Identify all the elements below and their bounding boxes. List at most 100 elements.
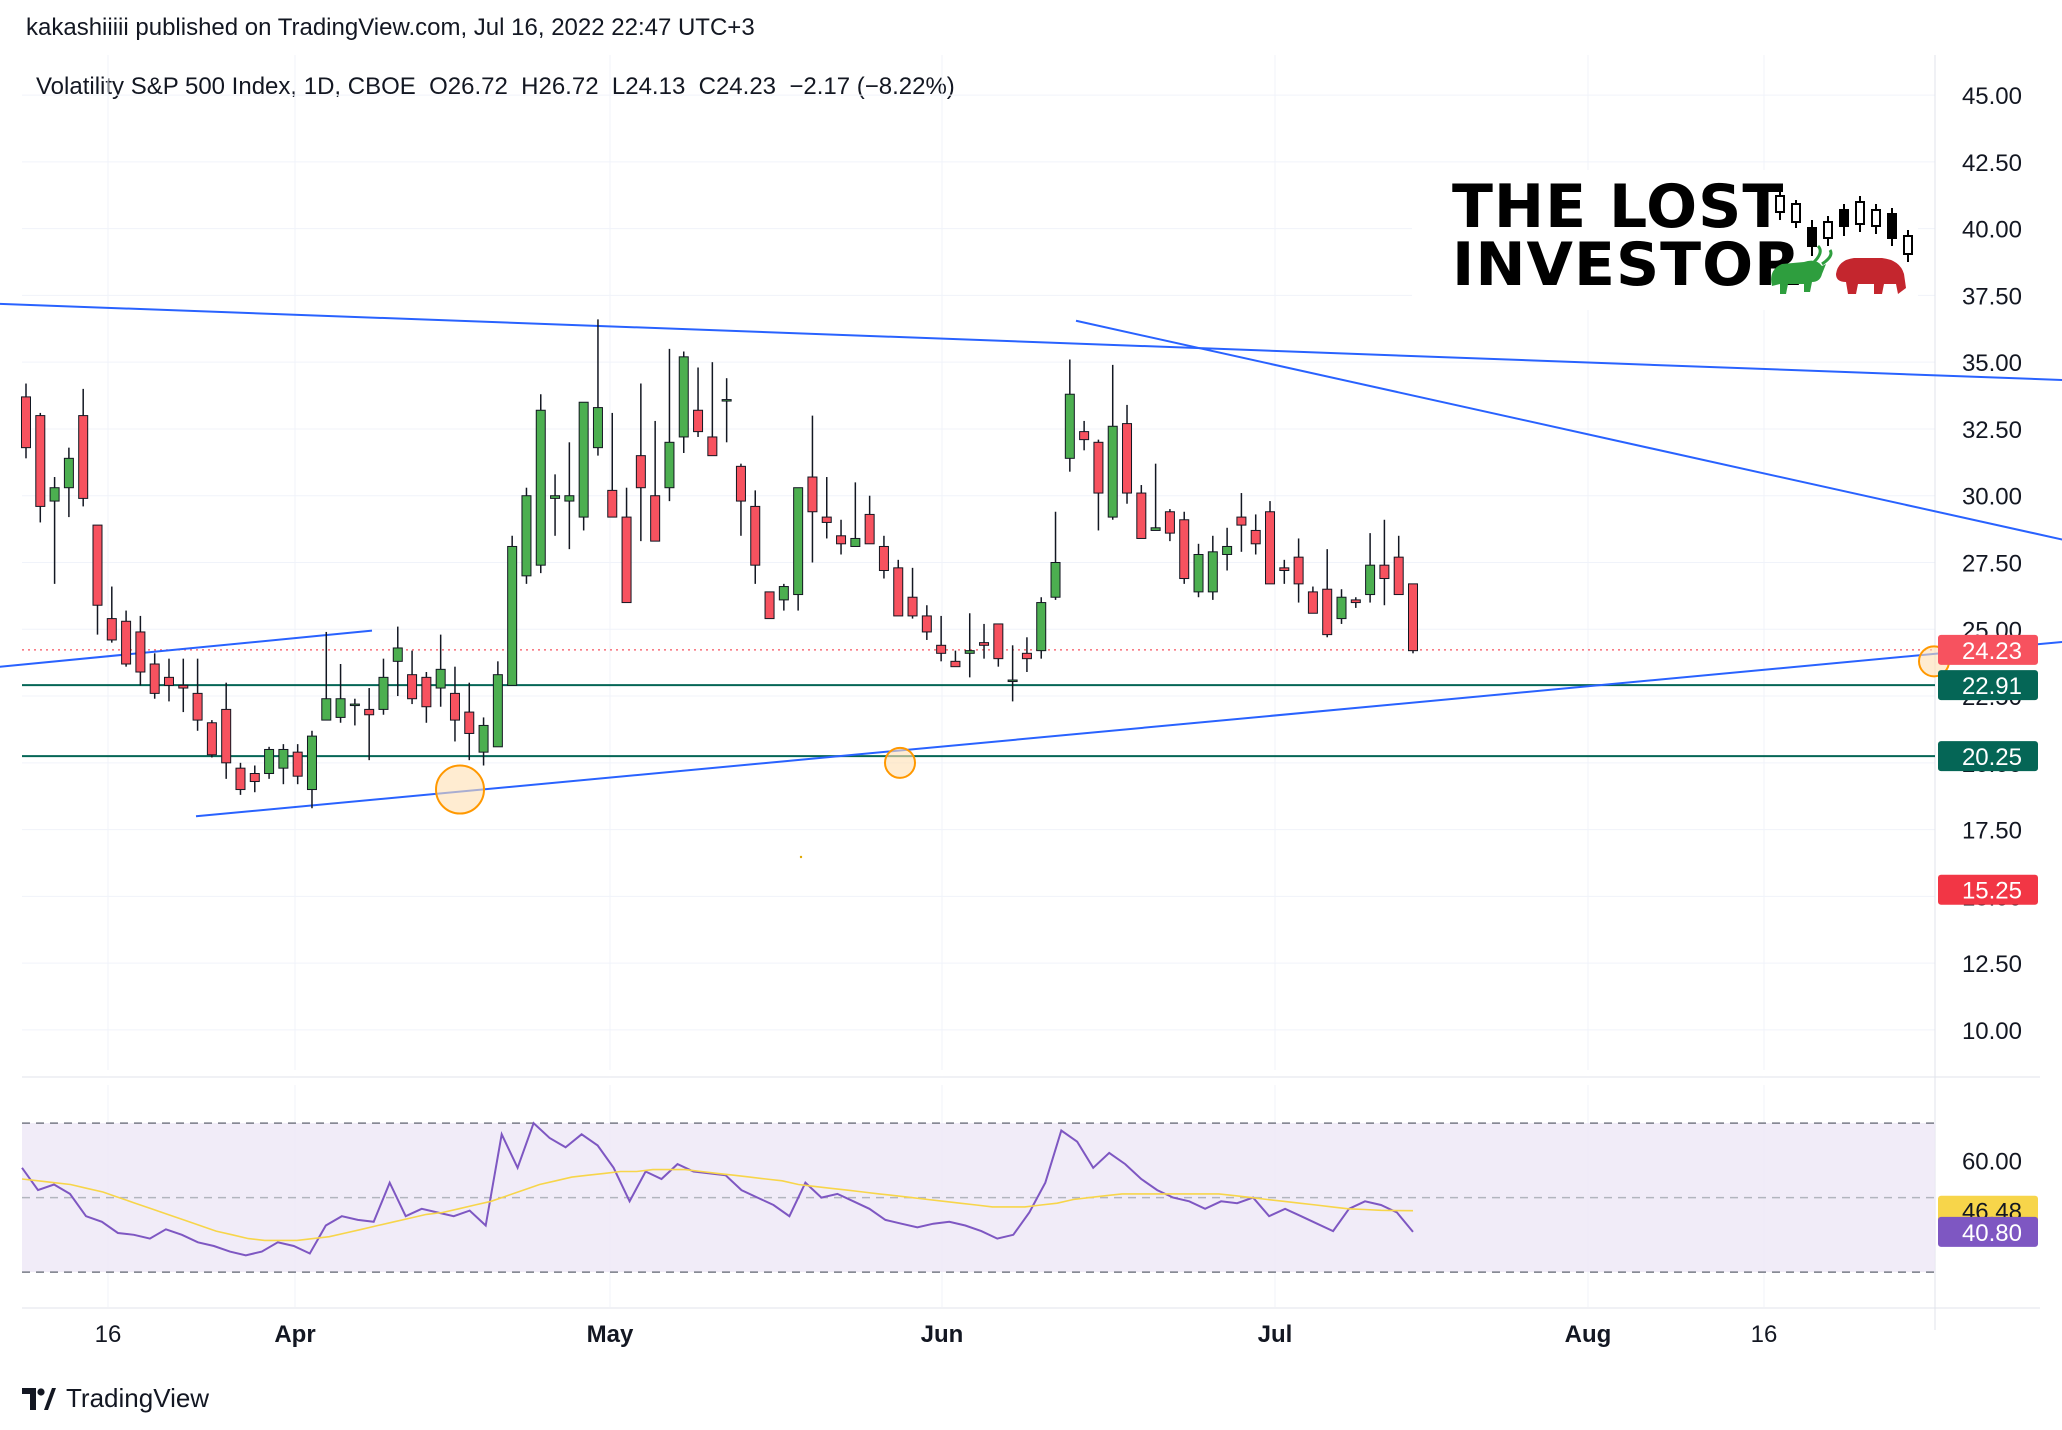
candle[interactable] — [550, 474, 561, 536]
candles[interactable] — [21, 319, 1418, 859]
candle[interactable] — [435, 634, 446, 707]
candle[interactable] — [1064, 359, 1075, 472]
candle[interactable] — [92, 524, 103, 635]
candle[interactable] — [1179, 511, 1190, 584]
candle[interactable] — [192, 658, 203, 731]
candle[interactable] — [1036, 597, 1047, 659]
candle[interactable] — [421, 672, 432, 723]
candle[interactable] — [221, 682, 232, 779]
candle[interactable] — [1050, 511, 1061, 600]
candle[interactable] — [478, 717, 489, 766]
candle[interactable] — [206, 720, 217, 758]
candle[interactable] — [1079, 420, 1090, 451]
candle[interactable] — [1222, 527, 1233, 571]
candle[interactable] — [750, 490, 761, 584]
candle[interactable] — [1150, 463, 1161, 531]
candle[interactable] — [893, 559, 904, 617]
candle[interactable] — [635, 383, 646, 542]
candle[interactable] — [21, 383, 31, 459]
candle[interactable] — [950, 650, 961, 668]
candle[interactable] — [78, 388, 89, 507]
candle[interactable] — [850, 482, 861, 547]
candle[interactable] — [106, 586, 117, 643]
candle[interactable] — [1307, 586, 1318, 614]
candle[interactable] — [1136, 485, 1147, 539]
candle[interactable] — [292, 744, 303, 785]
candle[interactable] — [407, 650, 418, 705]
candle[interactable] — [1093, 439, 1104, 531]
candle[interactable] — [149, 653, 160, 699]
candle[interactable] — [163, 658, 174, 702]
candle[interactable] — [1007, 645, 1018, 702]
candle[interactable] — [607, 412, 618, 518]
candle[interactable] — [349, 698, 360, 726]
candle[interactable] — [535, 394, 546, 574]
candle[interactable] — [235, 762, 246, 795]
candle[interactable] — [1265, 501, 1276, 585]
candle[interactable] — [1350, 597, 1361, 608]
candle[interactable] — [364, 688, 375, 761]
candle[interactable] — [1122, 404, 1133, 504]
candle[interactable] — [464, 682, 475, 761]
candle[interactable] — [1207, 535, 1218, 600]
candle[interactable] — [1322, 549, 1333, 638]
candle[interactable] — [63, 447, 74, 518]
candle[interactable] — [964, 613, 975, 678]
candle[interactable] — [378, 658, 389, 715]
candle[interactable] — [678, 351, 689, 453]
candle[interactable] — [993, 623, 1004, 667]
candle[interactable] — [1393, 535, 1404, 596]
candle[interactable] — [592, 319, 603, 456]
candle[interactable] — [135, 615, 146, 686]
candle[interactable] — [1193, 543, 1204, 598]
candle[interactable] — [178, 658, 189, 713]
candle[interactable] — [878, 535, 889, 579]
candle[interactable] — [521, 487, 532, 584]
candle[interactable] — [49, 477, 60, 584]
candle[interactable] — [836, 519, 847, 555]
candle[interactable] — [1236, 493, 1247, 552]
candle[interactable] — [979, 623, 990, 659]
candle[interactable] — [1293, 538, 1304, 603]
candle[interactable] — [807, 415, 818, 563]
candle[interactable] — [249, 765, 260, 793]
candle[interactable] — [1379, 519, 1390, 606]
candle[interactable] — [264, 746, 275, 779]
candle[interactable] — [121, 610, 132, 667]
candle[interactable] — [664, 348, 675, 502]
candle[interactable] — [764, 591, 775, 620]
candle[interactable] — [936, 615, 947, 662]
candle[interactable] — [821, 477, 832, 539]
candle[interactable] — [778, 583, 789, 611]
candle[interactable] — [793, 487, 804, 611]
candle[interactable] — [1336, 589, 1347, 624]
candle[interactable] — [321, 631, 332, 721]
candle[interactable] — [1107, 364, 1118, 520]
candle[interactable] — [449, 666, 460, 742]
candle[interactable] — [1365, 533, 1376, 603]
candle[interactable] — [1408, 583, 1418, 654]
candle[interactable] — [1250, 514, 1261, 555]
candle[interactable] — [564, 442, 575, 550]
candle[interactable] — [278, 744, 289, 785]
candle[interactable] — [864, 495, 875, 545]
candle[interactable] — [35, 412, 46, 523]
footer-brand[interactable]: TradingView — [22, 1383, 209, 1414]
candle[interactable] — [492, 661, 503, 748]
candle[interactable] — [392, 626, 403, 697]
candle[interactable] — [1279, 559, 1290, 584]
candle[interactable] — [721, 378, 732, 443]
candle[interactable] — [621, 487, 632, 604]
candle[interactable] — [578, 401, 589, 531]
candle[interactable] — [921, 605, 932, 640]
candle[interactable] — [507, 535, 518, 686]
candle[interactable] — [1021, 637, 1032, 673]
candle[interactable] — [693, 367, 704, 437]
candle[interactable] — [907, 567, 918, 619]
candle[interactable] — [335, 664, 346, 723]
candle[interactable] — [650, 420, 661, 542]
candle[interactable] — [306, 730, 317, 809]
candle[interactable] — [735, 463, 746, 536]
candle[interactable] — [707, 362, 718, 457]
